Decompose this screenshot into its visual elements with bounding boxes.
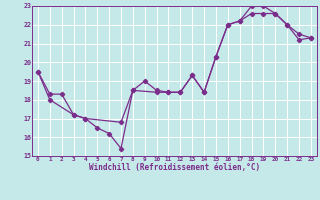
X-axis label: Windchill (Refroidissement éolien,°C): Windchill (Refroidissement éolien,°C) — [89, 163, 260, 172]
